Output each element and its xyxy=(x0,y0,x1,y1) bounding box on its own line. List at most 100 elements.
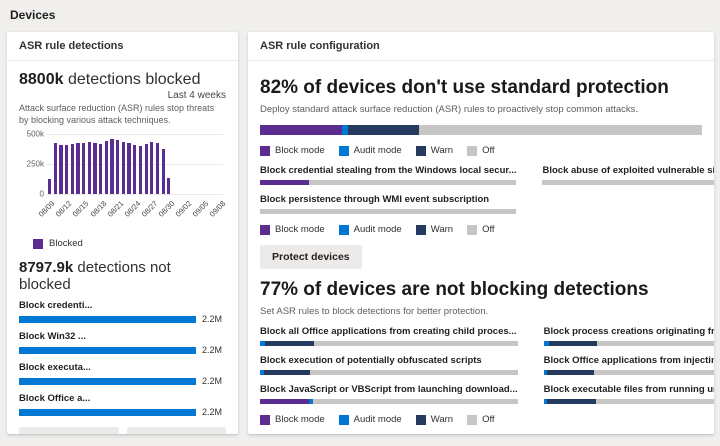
overall-bar-segment-audit xyxy=(341,125,349,135)
chart-gridline xyxy=(47,194,223,196)
asr-rule-mode-bar xyxy=(543,399,714,404)
legend-label: Block mode xyxy=(275,414,325,425)
rule-bar-segment-warn xyxy=(548,341,598,346)
overall-bar-segment-off xyxy=(419,125,702,135)
asr-rule-configuration-card-body: 82% of devices don't use standard protec… xyxy=(248,61,714,434)
x-axis-tick-label: 09/05 xyxy=(190,199,211,220)
blocked-detections-bar xyxy=(76,142,80,195)
legend-item-audit: Audit mode xyxy=(338,414,402,425)
detections-blocked-value: 8800k xyxy=(19,71,64,88)
legend-item-block: Block mode xyxy=(260,414,325,425)
detection-count-value: 2.2M xyxy=(202,407,223,418)
detection-rule-bar-row: 2.2M xyxy=(19,314,226,324)
rule-bar-segment-audit xyxy=(308,399,313,404)
warn-mode-swatch xyxy=(415,145,426,156)
blocked-detections-bar xyxy=(104,140,108,195)
protect-devices-button[interactable]: Protect devices xyxy=(260,245,362,269)
x-axis-tick-label: 09/02 xyxy=(173,199,194,220)
detections-blocked-heading: 8800k detections blocked xyxy=(19,71,226,89)
audit-mode-swatch xyxy=(338,145,349,156)
asr-rule-mode-bar xyxy=(260,399,518,404)
blocked-detections-bar xyxy=(87,142,91,195)
detection-rule-name: Block credenti... xyxy=(19,300,93,312)
not-blocked-rules-list: Block credenti... 2.2M Block Win32 ... 2.2M… xyxy=(19,293,226,417)
asr-rule-name: Block all Office applications from creat… xyxy=(260,326,517,337)
legend-label: Audit mode xyxy=(353,414,402,425)
legend-item-off: Off xyxy=(467,224,495,235)
standard-protection-rules-grid: Block credential stealing from the Windo… xyxy=(260,165,714,214)
detections-not-blocked-heading: 8797.9k detections not blocked xyxy=(19,259,226,293)
legend-item-off: Off xyxy=(467,145,495,156)
legend-label: Audit mode xyxy=(353,224,402,235)
rule-bar-segment-block xyxy=(260,180,309,185)
asr-mode-legend: Block mode Audit mode Warn Off xyxy=(260,145,702,156)
blocked-detections-bar xyxy=(70,143,74,195)
block-mode-swatch xyxy=(260,224,270,235)
legend-item-warn: Warn xyxy=(415,224,454,235)
asr-rule: Block Office applications from injecting… xyxy=(543,355,714,375)
asr-rule-configuration-card: ASR rule configuration 82% of devices do… xyxy=(248,32,714,434)
asr-rule-name: Block executable files from running unle… xyxy=(543,384,714,395)
blocked-detections-bar xyxy=(99,143,103,195)
not-blocking-description: Set ASR rules to block detections for be… xyxy=(260,306,489,317)
legend-label: Off xyxy=(482,224,495,235)
legend-label: Warn xyxy=(430,224,454,235)
detection-rule: Block executa... 2.2M xyxy=(19,362,226,386)
detection-count-value: 2.2M xyxy=(202,345,223,356)
asr-rule: Block all Office applications from creat… xyxy=(260,326,518,346)
add-exclusions-button[interactable]: Add exclusions xyxy=(127,427,226,434)
detection-bar-fill xyxy=(19,408,196,416)
block-mode-swatch xyxy=(260,145,270,156)
blocked-detections-bar xyxy=(127,143,131,195)
asr-rule-name: Block Office applications from injecting… xyxy=(543,355,714,366)
detection-rule-bar-row: 2.2M xyxy=(19,376,226,386)
blocked-detections-bar xyxy=(121,142,125,195)
block-mode-swatch xyxy=(260,414,270,425)
rule-bar-segment-off xyxy=(260,209,517,214)
asr-rule-mode-bar xyxy=(260,370,518,375)
overall-bar-segment-block xyxy=(260,125,342,135)
legend-item-warn: Warn xyxy=(415,414,454,425)
asr-rule: Block process creations originating from… xyxy=(543,326,714,346)
rule-bar-segment-block xyxy=(260,399,309,404)
x-axis-tick-label: 08/24 xyxy=(122,199,142,220)
rule-bar-segment-audit xyxy=(543,399,548,404)
legend-label: Warn xyxy=(430,145,454,156)
legend-item-warn: Warn xyxy=(415,145,454,156)
detection-rule-bar-row: 2.2M xyxy=(19,345,226,355)
view-detections-button[interactable]: View detections xyxy=(19,427,120,434)
x-axis-tick-label: 08/21 xyxy=(105,199,125,220)
asr-rule-mode-bar xyxy=(260,180,517,185)
blocked-detections-bar xyxy=(116,140,120,195)
asr-rule-detections-card-body: 8800k detections blocked Last 4 weeks At… xyxy=(7,61,238,434)
asr-rule-name: Block execution of potentially obfuscate… xyxy=(260,355,482,366)
blocked-detections-bar xyxy=(59,144,63,195)
asr-rule-mode-bar xyxy=(542,180,714,185)
asr-rule: Block JavaScript or VBScript from launch… xyxy=(260,384,518,404)
asr-rule-detections-card-title: ASR rule detections xyxy=(7,32,238,61)
audit-mode-swatch xyxy=(338,224,349,235)
asr-rule-name: Block credential stealing from the Windo… xyxy=(260,165,517,176)
rule-bar-segment-audit xyxy=(260,370,264,375)
rule-bar-segment-off xyxy=(596,399,714,404)
x-axis-tick-label: 08/27 xyxy=(139,199,159,220)
rule-bar-segment-off xyxy=(312,399,518,404)
legend-item-audit: Audit mode xyxy=(338,224,402,235)
asr-rule: Block executable files from running unle… xyxy=(543,384,714,404)
device-protection-stacked-bar xyxy=(260,125,702,135)
off-mode-swatch xyxy=(467,414,478,425)
asr-rule-detections-card: ASR rule detections 8800k detections blo… xyxy=(7,32,238,434)
legend-label: Off xyxy=(482,145,495,156)
blocked-detections-bar xyxy=(155,142,160,195)
rule-bar-segment-off xyxy=(310,370,518,375)
left-card-buttons: View detections Add exclusions xyxy=(19,417,226,434)
blocked-detections-bar xyxy=(65,145,69,195)
detection-bar-track xyxy=(19,346,196,354)
blocked-detections-bar xyxy=(82,143,86,195)
blocked-detections-bar xyxy=(48,178,52,195)
legend-label: Warn xyxy=(430,414,454,425)
detections-blocked-label: detections blocked xyxy=(63,71,201,88)
detection-rule: Block credenti... 2.2M xyxy=(19,300,226,324)
rule-bar-segment-warn xyxy=(265,341,315,346)
blocked-detections-bar-chart: 500k 250k 0 08/09 08/12 08/15 08/18 08/21 08/24 0… xyxy=(19,130,227,230)
